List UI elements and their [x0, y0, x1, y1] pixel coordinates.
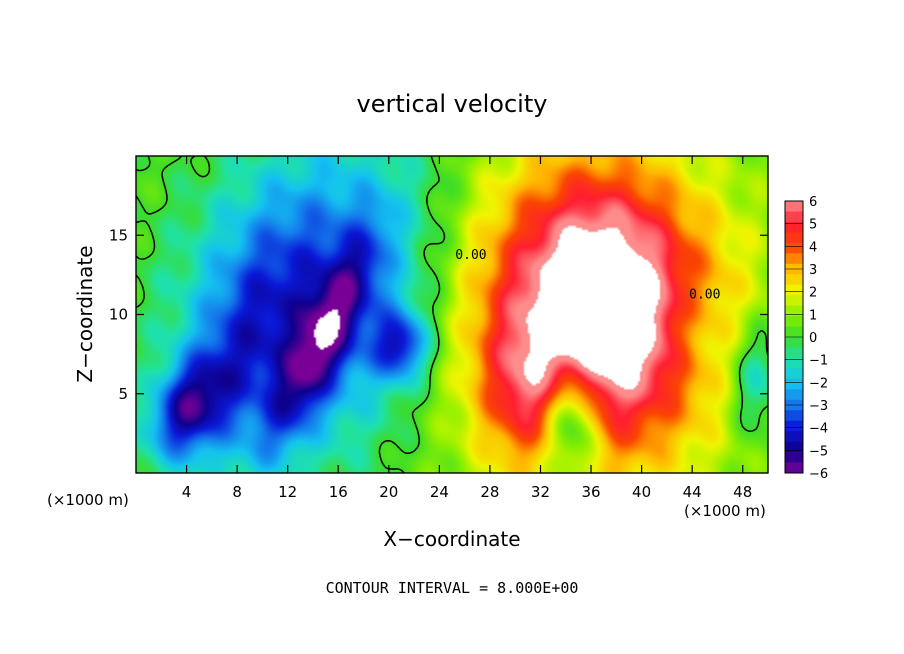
colorbar-swatch — [785, 242, 803, 254]
colorbar-label: 5 — [809, 218, 817, 233]
y-tick-label: 5 — [118, 385, 128, 403]
colorbar-label: −1 — [809, 354, 828, 369]
x-tick-label: 28 — [480, 483, 499, 501]
contour-label: 0.00 — [455, 248, 486, 263]
colorbar-swatch — [785, 211, 803, 223]
x-tick-label: 4 — [182, 483, 192, 501]
colorbar-label: −3 — [809, 399, 828, 414]
y-tick-label: 10 — [109, 306, 128, 324]
colorbar-swatch — [785, 431, 803, 443]
colorbar-label: 0 — [809, 331, 817, 346]
colorbar-label: −6 — [809, 467, 828, 482]
colorbar-swatch — [785, 221, 803, 233]
colorbar-swatch — [785, 232, 803, 244]
x-tick-label: 40 — [632, 483, 651, 501]
colorbar-swatch — [785, 441, 803, 453]
colorbar-swatch — [785, 368, 803, 380]
colorbar-swatch — [785, 316, 803, 328]
colorbar-swatch — [785, 326, 803, 338]
y-axis-label: Z−coordinate — [73, 245, 97, 382]
zero-contour-line — [136, 156, 768, 473]
colorbar-swatch — [785, 389, 803, 401]
colorbar-label: 2 — [809, 286, 817, 301]
x-tick-label: 36 — [581, 483, 600, 501]
colorbar-swatch — [785, 337, 803, 348]
colorbar-swatch — [785, 462, 803, 474]
colorbar-swatch — [785, 410, 803, 422]
x-unit-right: (×1000 m) — [684, 502, 766, 520]
colorbar-label: 6 — [809, 195, 817, 210]
x-tick-label: 32 — [531, 483, 550, 501]
x-unit-left: (×1000 m) — [47, 491, 129, 509]
colorbar-swatch — [785, 284, 803, 296]
chart-title: vertical velocity — [357, 90, 548, 118]
x-tick-label: 20 — [379, 483, 398, 501]
colorbar-label: −2 — [809, 376, 828, 391]
x-tick-label: 16 — [329, 483, 348, 501]
colorbar-swatch — [785, 253, 803, 265]
colorbar-swatch — [785, 347, 803, 359]
colorbar: 6 5 4 3 2 1 0 −1 −2 −3 −4 −5 −6 — [784, 195, 828, 482]
colorbar-swatch — [785, 305, 803, 317]
x-tick-label: 8 — [232, 483, 242, 501]
colorbar-swatch — [785, 452, 803, 464]
colorbar-label: −5 — [809, 444, 828, 459]
colorbar-swatch — [785, 274, 803, 286]
velocity-field — [136, 156, 768, 473]
colorbar-swatch — [785, 295, 803, 307]
y-axis: 5 10 15 — [109, 226, 768, 403]
colorbar-label: 1 — [809, 308, 817, 323]
contour-interval-footer: CONTOUR INTERVAL = 8.000E+00 — [326, 579, 579, 597]
colorbar-swatch — [785, 420, 803, 432]
contour-label: 0.00 — [689, 288, 720, 303]
x-tick-label: 44 — [683, 483, 702, 501]
colorbar-label: −4 — [809, 422, 828, 437]
x-tick-label: 24 — [430, 483, 449, 501]
colorbar-swatch — [785, 201, 803, 212]
x-axis-label: X−coordinate — [383, 527, 520, 551]
x-tick-label: 12 — [278, 483, 297, 501]
colorbar-swatch — [785, 378, 803, 390]
zero-contours: 0.00 0.00 — [136, 156, 768, 473]
colorbar-swatch — [785, 357, 803, 369]
x-axis: 4 8 12 16 20 24 28 32 36 40 44 48 — [182, 156, 752, 501]
colorbar-label: 3 — [809, 263, 817, 278]
y-tick-label: 15 — [109, 226, 128, 244]
x-tick-label: 48 — [733, 483, 752, 501]
colorbar-label: 4 — [809, 240, 817, 255]
